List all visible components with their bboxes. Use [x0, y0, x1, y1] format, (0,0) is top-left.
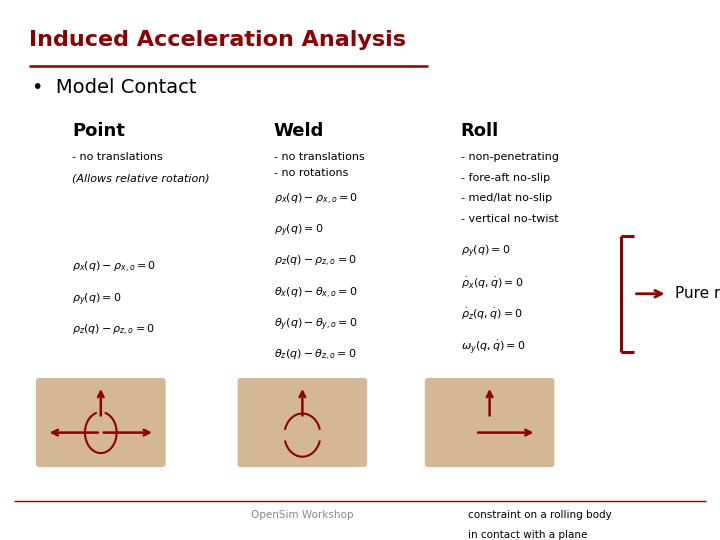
FancyBboxPatch shape [425, 378, 554, 467]
FancyBboxPatch shape [238, 378, 367, 467]
Text: $\rho_z(q)-\rho_{z,o}=0$: $\rho_z(q)-\rho_{z,o}=0$ [274, 254, 356, 269]
Text: $\rho_x(q)-\rho_{x,o}=0$: $\rho_x(q)-\rho_{x,o}=0$ [72, 260, 156, 275]
Text: Roll: Roll [461, 122, 499, 139]
Text: $\rho_z(q)-\rho_{z,o}=0$: $\rho_z(q)-\rho_{z,o}=0$ [72, 323, 155, 338]
Text: Point: Point [72, 122, 125, 139]
Text: - med/lat no-slip: - med/lat no-slip [461, 193, 552, 204]
Text: - fore-aft no-slip: - fore-aft no-slip [461, 173, 550, 183]
Text: - no rotations: - no rotations [274, 168, 348, 179]
Text: - no translations: - no translations [274, 152, 364, 163]
Text: $\rho_y(q)=0$: $\rho_y(q)=0$ [72, 292, 122, 308]
Text: $\dot{\rho}_x(q,\dot{q})=0$: $\dot{\rho}_x(q,\dot{q})=0$ [461, 275, 523, 291]
Text: $\theta_y(q)-\theta_{y,o}=0$: $\theta_y(q)-\theta_{y,o}=0$ [274, 317, 357, 333]
FancyBboxPatch shape [36, 378, 166, 467]
Text: $\omega_y(q,\dot{q})=0$: $\omega_y(q,\dot{q})=0$ [461, 338, 526, 356]
Text: $\theta_x(q)-\theta_{x,o}=0$: $\theta_x(q)-\theta_{x,o}=0$ [274, 286, 357, 301]
Text: $\dot{\rho}_z(q,\dot{q})=0$: $\dot{\rho}_z(q,\dot{q})=0$ [461, 307, 523, 322]
Text: Weld: Weld [274, 122, 324, 139]
Text: $\rho_y(q)=0$: $\rho_y(q)=0$ [274, 223, 323, 239]
Text: Pure rolling: Pure rolling [675, 286, 720, 301]
Text: in contact with a plane: in contact with a plane [468, 530, 588, 540]
Text: Induced Acceleration Analysis: Induced Acceleration Analysis [29, 30, 406, 50]
Text: OpenSim Workshop: OpenSim Workshop [251, 510, 354, 521]
Text: $\rho_y(q)=0$: $\rho_y(q)=0$ [461, 244, 510, 260]
Text: - non-penetrating: - non-penetrating [461, 152, 559, 163]
Text: (Allows relative rotation): (Allows relative rotation) [72, 174, 210, 184]
Text: •  Model Contact: • Model Contact [32, 78, 197, 97]
Text: - vertical no-twist: - vertical no-twist [461, 214, 559, 224]
Text: constraint on a rolling body: constraint on a rolling body [468, 510, 612, 521]
Text: $\rho_x(q)-\rho_{x,o}=0$: $\rho_x(q)-\rho_{x,o}=0$ [274, 192, 358, 207]
Text: $\theta_z(q)-\theta_{z,o}=0$: $\theta_z(q)-\theta_{z,o}=0$ [274, 348, 356, 363]
Text: - no translations: - no translations [72, 152, 163, 163]
